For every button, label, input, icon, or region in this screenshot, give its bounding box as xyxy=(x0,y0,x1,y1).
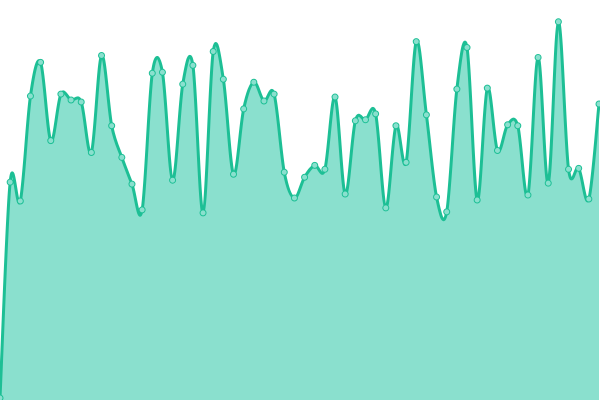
data-point-47 xyxy=(473,196,481,204)
data-point-35 xyxy=(351,117,359,125)
data-point-20 xyxy=(199,209,207,217)
data-point-45 xyxy=(453,85,461,93)
data-point-27 xyxy=(270,90,278,98)
data-point-26 xyxy=(260,97,268,105)
data-point-48 xyxy=(483,84,491,92)
data-point-18 xyxy=(179,80,187,88)
data-point-33 xyxy=(331,93,339,101)
data-point-43 xyxy=(433,193,441,201)
data-point-24 xyxy=(240,105,248,113)
data-point-34 xyxy=(341,190,349,198)
data-point-25 xyxy=(250,78,258,86)
data-point-31 xyxy=(311,161,319,169)
data-point-44 xyxy=(443,208,451,216)
data-point-15 xyxy=(148,69,156,77)
data-point-50 xyxy=(504,121,512,129)
data-point-36 xyxy=(361,116,369,124)
data-point-56 xyxy=(565,165,573,173)
data-point-2 xyxy=(16,197,24,205)
data-point-53 xyxy=(534,53,542,61)
area-fill xyxy=(0,21,599,400)
data-point-0 xyxy=(0,394,4,400)
data-point-28 xyxy=(280,168,288,176)
data-point-29 xyxy=(290,194,298,202)
data-point-57 xyxy=(575,164,583,172)
data-point-52 xyxy=(524,191,532,199)
data-point-19 xyxy=(189,61,197,69)
data-markers xyxy=(0,18,600,400)
data-point-38 xyxy=(382,204,390,212)
data-point-5 xyxy=(47,137,55,145)
data-point-21 xyxy=(209,48,217,55)
data-point-49 xyxy=(493,147,501,154)
data-point-13 xyxy=(128,180,136,188)
data-point-23 xyxy=(230,170,238,178)
data-point-6 xyxy=(57,90,65,98)
data-point-22 xyxy=(219,75,227,83)
data-point-17 xyxy=(169,176,177,184)
data-point-12 xyxy=(118,153,126,161)
data-point-55 xyxy=(554,18,562,26)
data-point-58 xyxy=(585,195,593,203)
data-point-51 xyxy=(514,122,522,130)
data-point-1 xyxy=(6,178,14,186)
data-point-39 xyxy=(392,122,400,130)
data-point-10 xyxy=(98,51,106,59)
data-point-3 xyxy=(26,92,34,100)
data-point-32 xyxy=(321,165,329,173)
data-point-37 xyxy=(372,110,380,118)
data-point-42 xyxy=(422,111,430,119)
data-point-16 xyxy=(158,68,166,76)
data-point-4 xyxy=(37,58,45,66)
data-point-30 xyxy=(301,173,309,181)
data-point-8 xyxy=(77,98,85,106)
data-point-46 xyxy=(463,44,471,52)
data-point-11 xyxy=(108,122,116,130)
data-point-7 xyxy=(67,96,75,104)
data-point-9 xyxy=(87,148,95,156)
data-point-41 xyxy=(412,38,420,46)
data-point-14 xyxy=(138,206,146,214)
data-point-40 xyxy=(402,158,410,166)
data-point-59 xyxy=(595,100,600,108)
data-point-54 xyxy=(544,179,552,187)
